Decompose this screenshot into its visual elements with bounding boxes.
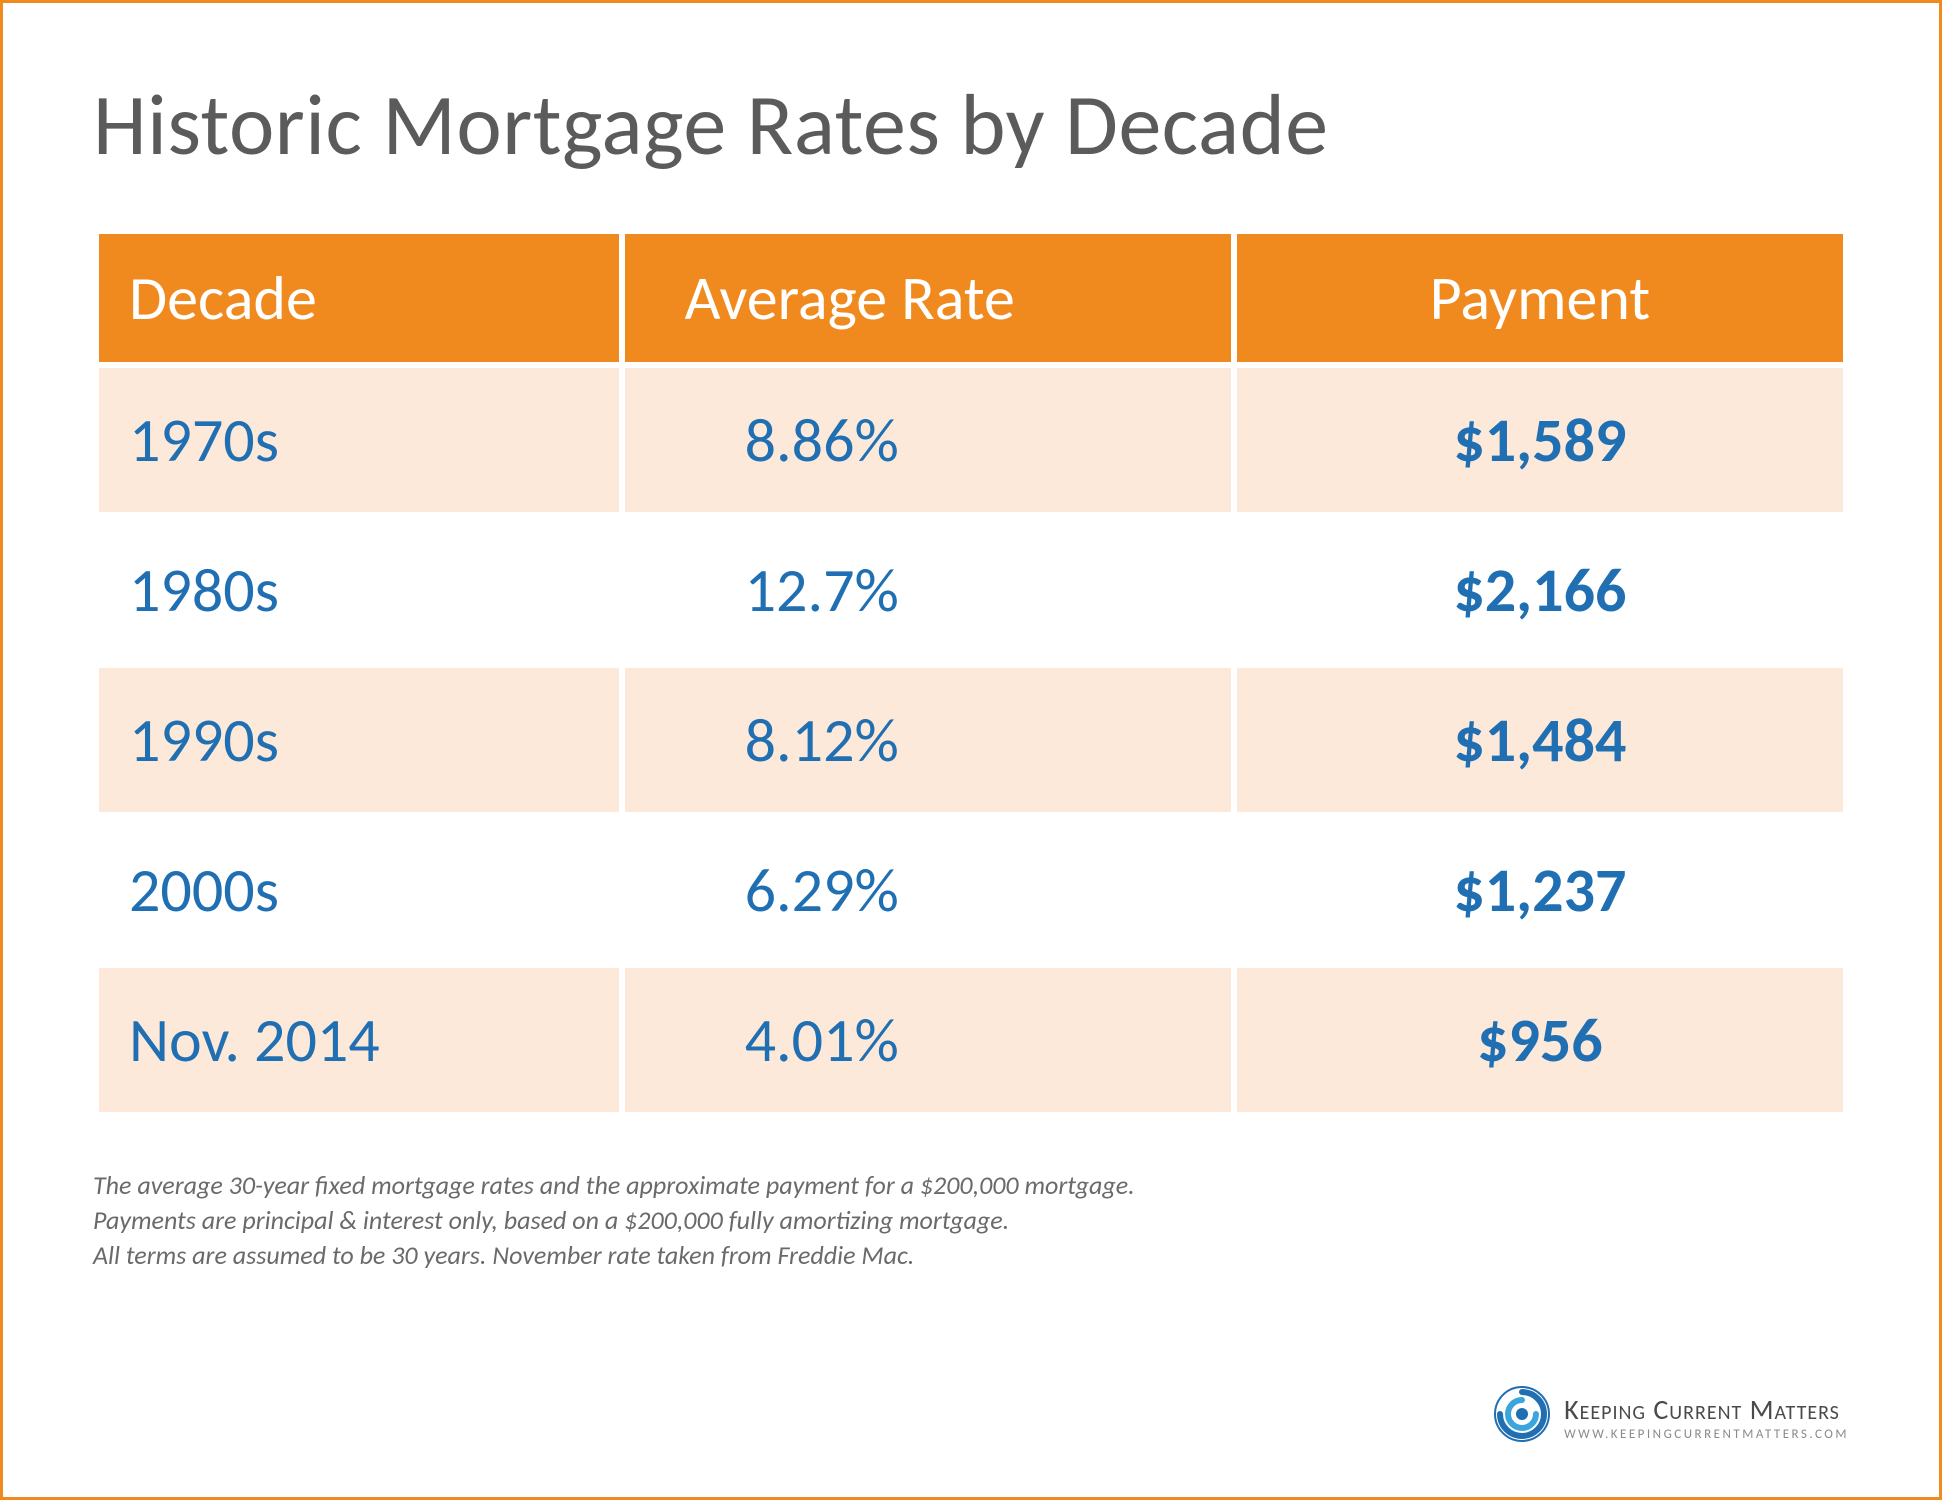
rates-table: Decade Average Rate Payment 1970s 8.86% … — [93, 228, 1849, 1118]
col-header-rate: Average Rate — [625, 234, 1231, 362]
table-row: 1990s 8.12% $1,484 — [99, 668, 1843, 812]
table-row: 1970s 8.86% $1,589 — [99, 368, 1843, 512]
cell-decade: 1980s — [99, 518, 619, 662]
cell-decade: 2000s — [99, 818, 619, 962]
cell-payment: $956 — [1237, 968, 1843, 1112]
table-header-row: Decade Average Rate Payment — [99, 234, 1843, 362]
footnotes: The average 30-year fixed mortgage rates… — [93, 1168, 1849, 1273]
page-title: Historic Mortgage Rates by Decade — [93, 73, 1849, 178]
cell-rate: 6.29% — [625, 818, 1231, 962]
cell-decade: 1990s — [99, 668, 619, 812]
table-row: Nov. 2014 4.01% $956 — [99, 968, 1843, 1112]
spiral-logo-icon — [1494, 1386, 1550, 1447]
cell-payment: $1,237 — [1237, 818, 1843, 962]
cell-payment: $1,484 — [1237, 668, 1843, 812]
brand-name: Keeping Current Matters — [1564, 1392, 1849, 1427]
brand-url: WWW.KEEPINGCURRENTMATTERS.COM — [1564, 1427, 1849, 1442]
footnote-line: All terms are assumed to be 30 years. No… — [93, 1238, 1849, 1273]
brand-attribution: Keeping Current Matters WWW.KEEPINGCURRE… — [1494, 1386, 1849, 1447]
cell-payment: $2,166 — [1237, 518, 1843, 662]
infographic-page: Historic Mortgage Rates by Decade Decade… — [0, 0, 1942, 1500]
cell-decade: 1970s — [99, 368, 619, 512]
cell-rate: 8.12% — [625, 668, 1231, 812]
cell-rate: 12.7% — [625, 518, 1231, 662]
cell-rate: 4.01% — [625, 968, 1231, 1112]
table-row: 1980s 12.7% $2,166 — [99, 518, 1843, 662]
table-row: 2000s 6.29% $1,237 — [99, 818, 1843, 962]
cell-payment: $1,589 — [1237, 368, 1843, 512]
col-header-payment: Payment — [1237, 234, 1843, 362]
col-header-decade: Decade — [99, 234, 619, 362]
brand-text: Keeping Current Matters WWW.KEEPINGCURRE… — [1564, 1392, 1849, 1442]
footnote-line: The average 30-year fixed mortgage rates… — [93, 1168, 1849, 1203]
cell-rate: 8.86% — [625, 368, 1231, 512]
footnote-line: Payments are principal & interest only, … — [93, 1203, 1849, 1238]
cell-decade: Nov. 2014 — [99, 968, 619, 1112]
